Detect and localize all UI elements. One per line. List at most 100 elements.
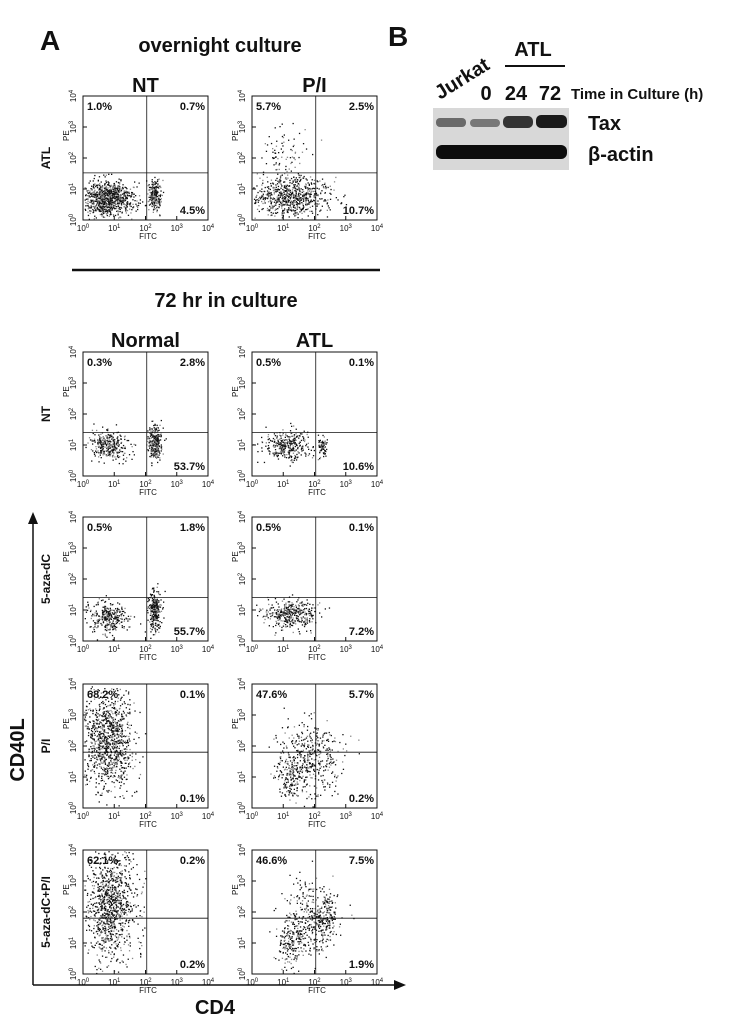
dot — [262, 203, 263, 204]
dot — [92, 631, 93, 632]
dot — [118, 217, 119, 218]
dot — [293, 613, 294, 614]
dot — [102, 208, 103, 209]
tick-exponent: 0 — [69, 213, 75, 217]
dot — [294, 455, 295, 456]
group-label: ATL — [514, 39, 551, 61]
dot — [123, 615, 124, 616]
dot — [115, 624, 116, 625]
tick-exponent: 3 — [69, 541, 75, 545]
dot — [111, 185, 112, 186]
dot — [257, 192, 258, 193]
dot — [282, 124, 283, 125]
dot — [108, 790, 109, 791]
dot — [96, 723, 97, 724]
dot — [310, 176, 311, 177]
dot — [161, 449, 162, 450]
dot — [105, 193, 106, 194]
dot — [160, 626, 161, 627]
dot — [287, 611, 288, 612]
dot — [94, 763, 95, 764]
dot — [158, 439, 159, 440]
dot — [92, 206, 93, 207]
dot — [310, 207, 311, 208]
dot — [322, 441, 323, 442]
y-tick-label: 101 — [238, 438, 247, 451]
dot — [121, 622, 122, 623]
dot — [299, 208, 300, 209]
quadrant-lower-right: 10.6% — [343, 461, 374, 473]
dot — [94, 722, 95, 723]
dot — [132, 768, 133, 769]
dot — [126, 714, 127, 715]
dot — [304, 626, 305, 627]
dot — [102, 202, 103, 203]
dot — [99, 744, 100, 745]
dot — [291, 178, 292, 179]
dot — [156, 211, 157, 212]
dot — [271, 194, 272, 195]
dot — [99, 176, 100, 177]
dot — [158, 195, 159, 196]
dot — [101, 207, 102, 208]
dot — [92, 430, 93, 431]
row-label: 5-aza-dC — [39, 554, 53, 604]
dot — [87, 212, 88, 213]
dot — [97, 442, 98, 443]
y-tick-label: 104 — [69, 89, 78, 102]
dot — [128, 215, 129, 216]
plot-frame — [252, 352, 377, 476]
dot — [100, 758, 101, 759]
dot — [154, 599, 155, 600]
dot — [319, 452, 320, 453]
dot — [134, 616, 135, 617]
dot — [124, 621, 125, 622]
dot — [268, 214, 269, 215]
dot — [114, 726, 115, 727]
x-tick-label: 101 — [277, 224, 290, 233]
dot — [314, 204, 315, 205]
dot — [294, 194, 295, 195]
dot — [301, 433, 302, 434]
dot — [295, 457, 296, 458]
dot — [289, 452, 290, 453]
dot — [301, 602, 302, 603]
dot — [112, 610, 113, 611]
dot — [278, 181, 279, 182]
dot — [304, 614, 305, 615]
dot — [278, 194, 279, 195]
dot — [317, 200, 318, 201]
dot — [297, 196, 298, 197]
dot — [283, 190, 284, 191]
dot — [124, 749, 125, 750]
dot — [280, 446, 281, 447]
dot — [120, 191, 121, 192]
dot — [106, 723, 107, 724]
dot — [99, 747, 100, 748]
dot — [276, 213, 277, 214]
dot — [110, 776, 111, 777]
dot — [157, 179, 158, 180]
dot — [126, 707, 127, 708]
dot — [108, 599, 109, 600]
dot — [257, 615, 258, 616]
dot — [130, 202, 131, 203]
dot — [112, 612, 113, 613]
dot — [96, 604, 97, 605]
tick-exponent: 0 — [69, 634, 75, 638]
dot — [302, 624, 303, 625]
y-tick-label: 100 — [69, 469, 78, 482]
dot — [97, 621, 98, 622]
dot — [99, 210, 100, 211]
dot — [150, 631, 151, 632]
dot — [156, 453, 157, 454]
dot — [120, 436, 121, 437]
quadrant-lower-right: 4.5% — [180, 205, 205, 217]
dot — [293, 453, 294, 454]
dot — [273, 164, 274, 165]
dot — [128, 725, 129, 726]
dot — [321, 616, 322, 617]
dot — [153, 192, 154, 193]
dot — [104, 727, 105, 728]
tick-exponent: 1 — [238, 603, 244, 607]
